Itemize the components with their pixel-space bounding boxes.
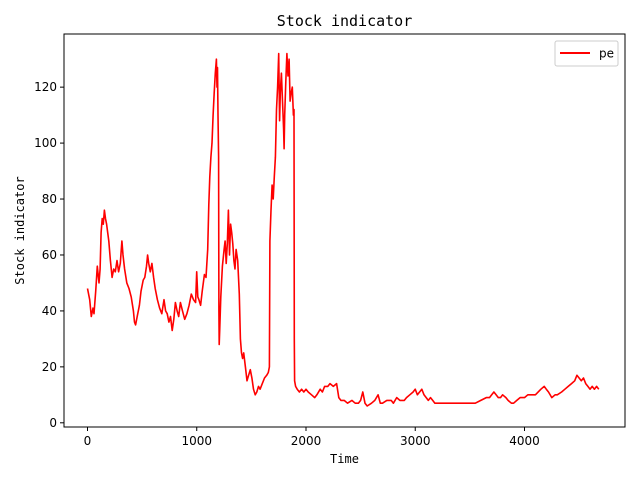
y-tick-label: 20 bbox=[42, 360, 57, 374]
y-tick-label: 40 bbox=[42, 304, 57, 318]
y-tick-label: 80 bbox=[42, 192, 57, 206]
plot-area bbox=[64, 34, 625, 427]
y-tick-label: 60 bbox=[42, 248, 57, 262]
x-tick-label: 0 bbox=[84, 434, 92, 448]
x-axis-label: Time bbox=[330, 452, 359, 466]
y-axis-label: Stock indicator bbox=[13, 176, 27, 284]
x-axis-ticks: 0 1000 2000 3000 4000 bbox=[84, 427, 540, 448]
y-tick-label: 100 bbox=[34, 136, 57, 150]
x-tick-label: 3000 bbox=[400, 434, 431, 448]
series-layer bbox=[86, 52, 600, 407]
x-tick-label: 1000 bbox=[181, 434, 212, 448]
legend-label: pe bbox=[599, 47, 614, 61]
chart-title: Stock indicator bbox=[277, 12, 412, 30]
series-line-pe bbox=[86, 52, 600, 407]
plot-frame bbox=[63, 33, 626, 428]
y-axis-ticks: 0 20 40 60 80 100 120 bbox=[34, 80, 64, 430]
legend: pe bbox=[554, 40, 619, 67]
x-tick-label: 2000 bbox=[291, 434, 322, 448]
y-tick-label: 120 bbox=[34, 80, 57, 94]
x-tick-label: 4000 bbox=[509, 434, 540, 448]
y-tick-label: 0 bbox=[49, 416, 57, 430]
